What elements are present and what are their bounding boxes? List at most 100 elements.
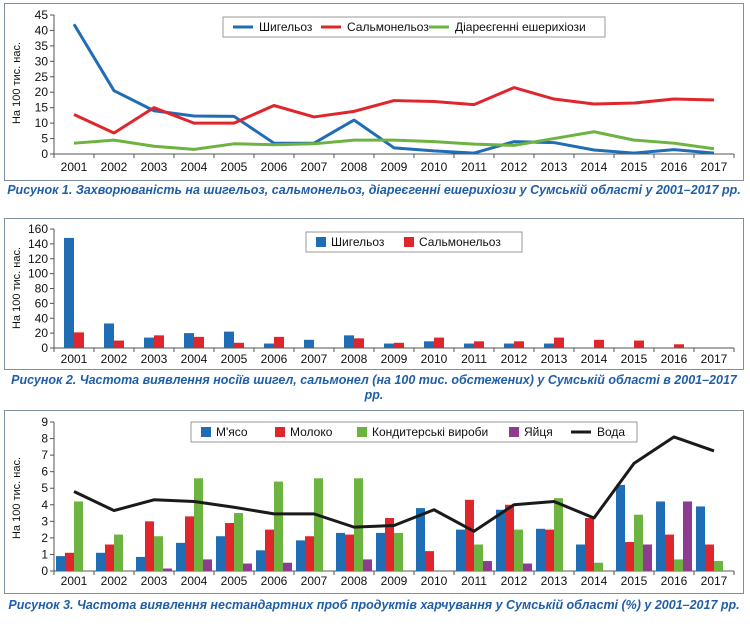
c3-x-tick-label: 2008 <box>341 574 368 588</box>
c1-x-tick-label: 2005 <box>221 160 248 174</box>
c2-bar <box>304 339 314 348</box>
c3-bar <box>634 514 643 571</box>
c2-x-tick-label: 2008 <box>341 352 368 366</box>
c3-y-tick-label: 8 <box>41 432 48 446</box>
c1-x-tick-label: 2009 <box>381 160 408 174</box>
c1-x-tick-label: 2006 <box>261 160 288 174</box>
c3-y-tick-label: 7 <box>41 448 48 462</box>
c2-y-tick-label: 40 <box>35 311 49 325</box>
c3-legend-swatch <box>201 427 211 437</box>
c3-legend-label: Кондитерські вироби <box>372 425 488 439</box>
c1-y-tick-label: 25 <box>35 70 49 84</box>
c2-bar <box>594 339 604 348</box>
c2-legend-label: Шигельоз <box>331 235 385 249</box>
c1-x-tick-label: 2017 <box>701 160 728 174</box>
c3-y-tick-label: 2 <box>41 531 48 545</box>
c3-bar <box>576 544 585 571</box>
c3-x-tick-label: 2009 <box>381 574 408 588</box>
c3-bar <box>163 568 172 571</box>
c2-x-tick-label: 2006 <box>261 352 288 366</box>
c2-x-tick-label: 2012 <box>501 352 528 366</box>
c3-bar <box>465 499 474 571</box>
c3-legend-label: Яйця <box>524 425 553 439</box>
c2-y-tick-label: 80 <box>35 282 49 296</box>
c1-x-tick-label: 2012 <box>501 160 528 174</box>
c1-x-tick-label: 2004 <box>181 160 208 174</box>
c1-y-tick-label: 35 <box>35 39 49 53</box>
c3-bar <box>65 552 74 571</box>
c3-bar <box>696 506 705 571</box>
c1-x-tick-label: 2002 <box>101 160 128 174</box>
c2-x-tick-label: 2001 <box>61 352 88 366</box>
chart-3-caption: Рисунок 3. Частота виявлення нестандартн… <box>8 598 740 612</box>
c3-bar <box>274 481 283 571</box>
c2-bar <box>434 337 444 348</box>
c3-x-tick-label: 2001 <box>61 574 88 588</box>
c1-series-line <box>72 23 715 155</box>
c1-legend-label: Шигельоз <box>259 20 313 34</box>
c2-bar <box>464 343 474 348</box>
c3-bar <box>96 552 105 571</box>
c2-x-tick-label: 2013 <box>541 352 568 366</box>
c3-bar <box>243 563 252 571</box>
c2-x-tick-label: 2005 <box>221 352 248 366</box>
c1-x-tick-label: 2016 <box>661 160 688 174</box>
c1-y-tick-label: 0 <box>41 147 48 161</box>
c3-x-tick-label: 2014 <box>581 574 608 588</box>
c3-y-tick-label: 6 <box>41 465 48 479</box>
c3-y-tick-label: 0 <box>41 564 48 578</box>
c3-legend-label: М'ясо <box>216 425 248 439</box>
c3-bar <box>394 532 403 571</box>
c3-bar <box>496 509 505 571</box>
c1-x-tick-label: 2013 <box>541 160 568 174</box>
c2-bar <box>144 337 154 348</box>
c3-bar <box>74 501 83 571</box>
c2-bar <box>554 337 564 348</box>
c3-x-tick-label: 2007 <box>301 574 328 588</box>
c3-bar <box>194 478 203 571</box>
c2-bar <box>354 338 364 348</box>
c3-x-tick-label: 2015 <box>621 574 648 588</box>
c1-x-tick-label: 2003 <box>141 160 168 174</box>
c2-bar <box>544 343 554 348</box>
c2-x-tick-label: 2017 <box>701 352 728 366</box>
c1-y-tick-label: 5 <box>41 132 48 146</box>
c2-y-tick-label: 0 <box>41 341 48 355</box>
c3-y-axis-label: На 100 тис. нас. <box>11 457 23 539</box>
c2-x-tick-label: 2014 <box>581 352 608 366</box>
c2-bar <box>474 341 484 348</box>
c3-y-tick-label: 9 <box>41 415 48 429</box>
c1-x-tick-label: 2001 <box>61 160 88 174</box>
c1-y-tick-label: 15 <box>35 101 49 115</box>
c3-legend-label: Молоко <box>290 425 333 439</box>
c3-bar <box>385 518 394 571</box>
c3-bar <box>474 544 483 571</box>
c3-legend-label: Вода <box>597 425 625 439</box>
c3-bar <box>523 563 532 571</box>
c2-x-tick-label: 2010 <box>421 352 448 366</box>
c3-bar <box>545 529 554 571</box>
c2-y-tick-label: 120 <box>28 252 48 266</box>
c2-bar <box>344 335 354 348</box>
c3-bar <box>314 478 323 571</box>
c1-legend-label: Сальмонельоз <box>347 20 429 34</box>
c3-bar <box>136 556 145 571</box>
c2-x-tick-label: 2016 <box>661 352 688 366</box>
c3-bar <box>145 521 154 571</box>
c2-legend-label: Сальмонельоз <box>419 235 501 249</box>
c3-bar <box>225 522 234 571</box>
c3-bar <box>416 508 425 571</box>
c3-y-tick-label: 5 <box>41 481 48 495</box>
c2-x-tick-label: 2003 <box>141 352 168 366</box>
c3-y-tick-label: 4 <box>41 498 48 512</box>
c1-x-tick-label: 2015 <box>621 160 648 174</box>
c2-bar <box>64 237 74 348</box>
c3-legend-swatch <box>275 427 285 437</box>
c3-x-tick-label: 2012 <box>501 574 528 588</box>
c1-legend-label: Діареєгенні ешерихіози <box>455 20 586 34</box>
c3-x-tick-label: 2013 <box>541 574 568 588</box>
c2-bar <box>634 340 644 348</box>
c3-x-tick-label: 2006 <box>261 574 288 588</box>
c1-x-tick-label: 2010 <box>421 160 448 174</box>
